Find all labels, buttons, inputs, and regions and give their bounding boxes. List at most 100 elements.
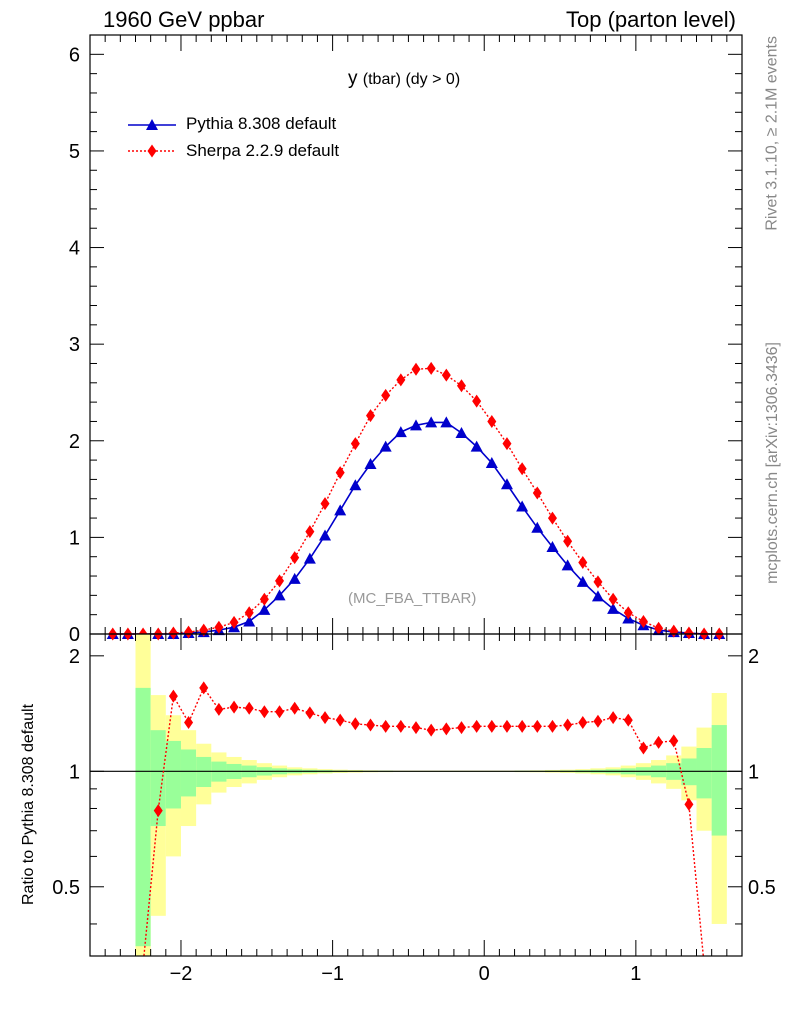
pythia-point xyxy=(425,416,438,428)
sherpa-ratio-point xyxy=(684,797,694,811)
sherpa-point xyxy=(684,626,694,640)
sherpa-point xyxy=(638,614,648,628)
sherpa-ratio-point xyxy=(214,702,224,716)
pythia-point xyxy=(319,529,332,541)
pythia-point xyxy=(607,602,620,614)
band-inner-bin xyxy=(135,687,151,947)
pythia-point xyxy=(364,457,377,469)
main-ytick-label: 3 xyxy=(69,334,80,356)
sherpa-ratio-point xyxy=(229,700,239,714)
sherpa-point xyxy=(335,466,345,480)
sherpa-ratio-point xyxy=(638,741,648,755)
pythia-point xyxy=(576,575,589,587)
pythia-point xyxy=(334,504,347,516)
sherpa-ratio-point xyxy=(259,705,269,719)
sherpa-point xyxy=(578,556,588,570)
rivet-label: Rivet 3.1.10, ≥ 2.1M events xyxy=(764,36,781,231)
sherpa-ratio-point xyxy=(396,719,406,733)
sherpa-ratio-point xyxy=(441,722,451,736)
sherpa-ratio-point xyxy=(502,719,512,733)
sherpa-ratio-point xyxy=(184,716,194,730)
ratio-xtick-label: −2 xyxy=(170,963,193,985)
sherpa-line xyxy=(112,367,720,635)
pythia-point xyxy=(470,440,483,452)
pythia-point xyxy=(303,552,316,564)
ratio-ylabel: Ratio to Pythia 8.308 default xyxy=(20,703,37,905)
sherpa-point xyxy=(229,615,239,629)
sherpa-ratio-point xyxy=(669,734,679,748)
sherpa-point xyxy=(244,606,254,620)
sherpa-ratio-point xyxy=(199,681,209,695)
sherpa-point xyxy=(184,625,194,639)
sherpa-point xyxy=(563,534,573,548)
sherpa-point xyxy=(305,525,315,539)
sherpa-point xyxy=(199,623,209,637)
sherpa-ratio-point xyxy=(472,719,482,733)
sherpa-ratio-point xyxy=(623,713,633,727)
pythia-point xyxy=(516,500,529,512)
sherpa-point xyxy=(456,379,466,393)
legend-marker-pythia xyxy=(146,119,158,130)
sherpa-point xyxy=(502,437,512,451)
ratio-ytick-label-right: 2 xyxy=(748,646,759,668)
sherpa-ratio-point xyxy=(350,717,360,731)
pythia-point xyxy=(561,559,574,571)
sherpa-point xyxy=(411,362,421,376)
sherpa-ratio-point xyxy=(290,701,300,715)
pythia-point xyxy=(349,479,362,491)
sherpa-ratio-point xyxy=(244,701,254,715)
sherpa-ratio-point xyxy=(517,719,527,733)
sherpa-ratio-point xyxy=(153,804,163,818)
ratio-ytick-label: 1 xyxy=(69,761,80,783)
sherpa-ratio-point xyxy=(366,718,376,732)
pythia-point xyxy=(591,590,604,602)
sherpa-point xyxy=(517,462,527,476)
legend-label-sherpa: Sherpa 2.2.9 default xyxy=(186,141,340,160)
ratio-xtick-label: 1 xyxy=(630,963,641,985)
pythia-point xyxy=(288,572,301,584)
sherpa-ratio-point xyxy=(608,711,618,725)
band-inner-bin xyxy=(196,756,212,788)
pythia-point xyxy=(410,419,422,431)
pythia-point xyxy=(258,603,271,615)
sherpa-point xyxy=(290,551,300,565)
header-left: 1960 GeV ppbar xyxy=(103,7,265,32)
pythia-point xyxy=(531,521,544,533)
sherpa-ratio-point xyxy=(168,689,178,703)
sherpa-ratio-point xyxy=(563,718,573,732)
sherpa-point xyxy=(593,575,603,589)
pythia-point xyxy=(485,456,498,468)
band-inner-bin xyxy=(696,748,712,799)
sherpa-ratio-point xyxy=(305,706,315,720)
sherpa-point xyxy=(381,388,391,402)
pythia-point xyxy=(243,615,256,627)
main-ytick-label: 2 xyxy=(69,431,80,453)
source-label: mcplots.cern.ch [arXiv:1306.3436] xyxy=(764,342,781,584)
ratio-ytick-label: 2 xyxy=(69,646,80,668)
pythia-point xyxy=(455,427,468,439)
sherpa-ratio-point xyxy=(426,723,436,737)
sherpa-point xyxy=(275,574,285,588)
sherpa-ratio-point xyxy=(487,719,497,733)
sherpa-ratio-point xyxy=(381,719,391,733)
sherpa-ratio-point xyxy=(593,714,603,728)
ratio-ytick-label: 0.5 xyxy=(52,877,80,899)
sherpa-point xyxy=(472,394,482,408)
sherpa-ratio-point xyxy=(456,721,466,735)
sherpa-point xyxy=(320,497,330,511)
ratio-frame xyxy=(89,633,743,957)
pythia-point xyxy=(440,416,453,428)
plot-title: y (tbar) (dy > 0) xyxy=(348,68,460,90)
sherpa-ratio-point xyxy=(532,719,542,733)
sherpa-point xyxy=(608,592,618,606)
sherpa-ratio-line xyxy=(143,686,704,956)
sherpa-point xyxy=(441,368,451,382)
main-ytick-label: 4 xyxy=(69,238,80,260)
sherpa-point xyxy=(426,361,436,375)
ratio-xtick-label: 0 xyxy=(479,963,490,985)
band-inner-bin xyxy=(150,730,166,827)
legend-label-pythia: Pythia 8.308 default xyxy=(186,114,337,133)
plot-title-main: y xyxy=(348,68,358,89)
sherpa-ratio-point xyxy=(578,716,588,730)
